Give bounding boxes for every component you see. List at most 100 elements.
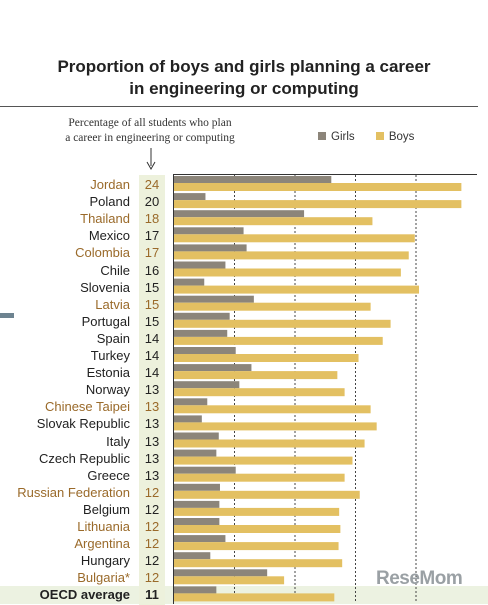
bar-boys [174, 302, 371, 311]
bar-boys [174, 354, 359, 362]
total-percent-label: 14 [144, 330, 160, 346]
bar-girls [174, 381, 240, 389]
category-label: Slovenia [80, 279, 130, 295]
bar-boys [174, 422, 377, 431]
legend-label-boys: Boys [388, 131, 415, 143]
bar-boys [174, 388, 345, 397]
bar-boys [174, 234, 415, 243]
bar-girls [174, 176, 332, 183]
category-label: Poland [89, 194, 130, 210]
total-percent-label: 15 [144, 296, 160, 312]
bar-boys [174, 525, 341, 533]
bar-boys [174, 200, 462, 209]
category-label: Thailand [80, 211, 130, 227]
chart-title: Proportion of boys and girls planning a … [0, 56, 488, 100]
chart-title-line-2: in engineering or computing [129, 79, 359, 98]
total-percent-label: 13 [144, 450, 160, 466]
total-percent-label: 11 [145, 587, 159, 603]
bar-girls [174, 312, 230, 320]
total-percent-label: 20 [144, 194, 160, 210]
bar-girls [174, 227, 244, 235]
bar-girls [174, 347, 236, 354]
bar-girls [174, 569, 268, 577]
bar-boys [174, 593, 335, 602]
bar-boys [174, 473, 345, 482]
total-percent-label: 12 [144, 519, 160, 534]
category-label: Italy [106, 433, 130, 449]
legend-swatch-boys [375, 132, 384, 140]
bar-girls [174, 329, 228, 337]
bar-girls [174, 518, 220, 525]
bar-boys [174, 542, 339, 551]
bar-boys [174, 251, 409, 260]
chart-legend: Girls Boys [318, 131, 432, 143]
total-percent-label: 12 [144, 553, 160, 569]
bar-girls [174, 364, 252, 372]
bar-boys [174, 371, 338, 380]
total-percent-label: 13 [144, 399, 160, 415]
category-label: Norway [85, 382, 130, 398]
bar-boys [174, 507, 340, 516]
category-label: Russian Federation [17, 484, 130, 500]
title-divider [0, 106, 478, 107]
bar-boys [174, 336, 383, 345]
category-label: Argentina [74, 536, 130, 552]
category-label: Latvia [95, 296, 130, 312]
legend-item-boys: Boys [375, 131, 415, 143]
bar-girls [174, 586, 217, 594]
total-percent-label: 14 [144, 348, 160, 363]
edge-marker [0, 313, 14, 318]
bar-girls [174, 261, 226, 269]
total-percent-label: 15 [144, 313, 160, 329]
total-percent-label: 17 [144, 228, 160, 244]
total-percent-label: 13 [144, 416, 160, 432]
category-label: Portugal [81, 313, 130, 329]
category-label: Estonia [86, 365, 130, 381]
bar-girls [174, 449, 217, 457]
legend-item-girls: Girls [318, 131, 355, 143]
category-label: Bulgaria* [77, 570, 130, 586]
category-label: Hungary [80, 553, 130, 569]
category-label: Spain [96, 330, 130, 346]
total-percent-label: 18 [144, 211, 160, 227]
bar-boys [174, 217, 373, 226]
bar-girls [174, 483, 220, 491]
watermark-logo: ReseMom [376, 568, 463, 589]
bar-girls [174, 295, 254, 303]
total-percent-label: 13 [144, 467, 160, 483]
bar-boys [174, 559, 343, 568]
percentage-column-background [139, 175, 165, 605]
bar-boys [174, 490, 360, 499]
total-percent-label: 15 [144, 279, 160, 295]
bar-boys [174, 456, 353, 465]
column-header-line-1: Percentage of all students who plan [68, 117, 232, 129]
total-percent-label: 12 [144, 536, 160, 552]
bar-girls [174, 466, 236, 474]
down-arrow-icon [146, 148, 156, 170]
total-percent-label: 12 [144, 570, 160, 586]
bar-girls [174, 535, 226, 543]
total-percent-label: 13 [144, 433, 160, 449]
category-label: OECD average [39, 587, 130, 603]
category-label: Slovak Republic [36, 416, 130, 432]
plot-area [173, 174, 477, 604]
bar-boys [174, 183, 462, 191]
category-label: Lithuania [77, 519, 130, 534]
total-percent-label: 12 [144, 484, 160, 500]
total-percent-label: 24 [144, 177, 160, 192]
category-label: Turkey [90, 348, 130, 363]
category-label: Chile [100, 262, 130, 278]
category-label: Colombia [75, 245, 130, 261]
bar-girls [174, 432, 219, 440]
total-percent-label: 12 [144, 501, 160, 517]
category-label: Belgium [83, 501, 130, 517]
bar-girls [174, 415, 202, 423]
total-percent-label: 14 [144, 365, 160, 381]
legend-swatch-girls [318, 132, 326, 140]
bar-boys [174, 268, 401, 277]
total-percent-label: 13 [144, 382, 160, 398]
column-header-line-2: a career in engineering or computing [65, 132, 235, 144]
bar-boys [174, 439, 365, 448]
bar-girls [174, 210, 305, 218]
